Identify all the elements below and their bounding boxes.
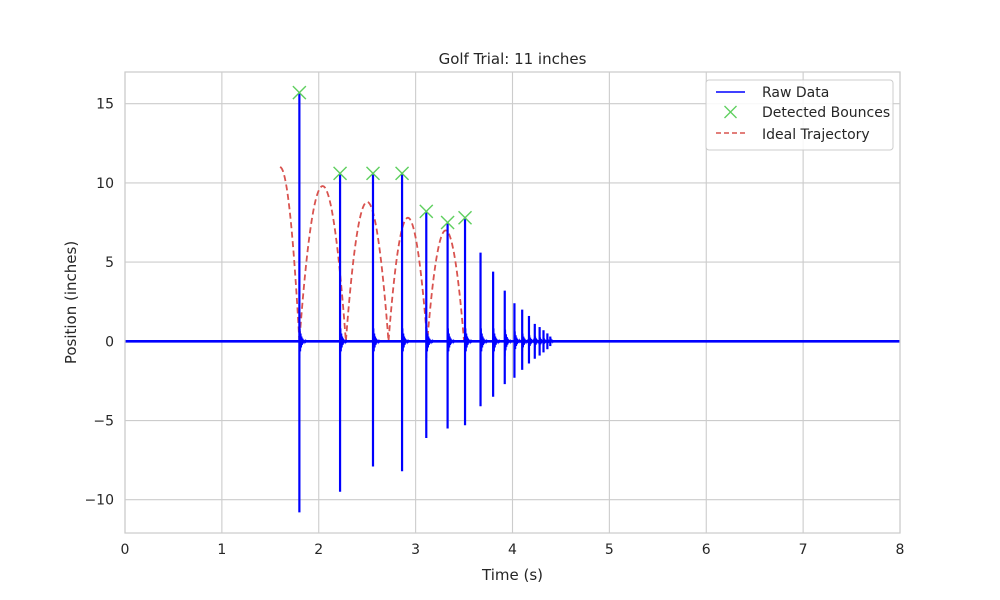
- y-tick-label: 15: [96, 97, 114, 113]
- x-tick-label: 8: [896, 542, 905, 558]
- x-tick-label: 1: [217, 542, 226, 558]
- y-tick-label: 10: [96, 176, 114, 192]
- detected-bounce-marker: [458, 210, 473, 225]
- x-tick-label: 4: [508, 542, 517, 558]
- x-tick-label: 0: [121, 542, 130, 558]
- x-tick-label: 2: [314, 542, 323, 558]
- detected-bounce-marker: [366, 166, 380, 181]
- detected-bounce-marker: [419, 204, 434, 219]
- y-tick-label: −10: [84, 493, 114, 509]
- detected-bounce-marker: [440, 215, 455, 230]
- y-tick-label: −5: [93, 414, 114, 430]
- tick-labels: 0 1 2 3 4 5 6 7 8 −10 −5 0 5 10 15: [84, 97, 904, 558]
- raw-data-spike: [513, 303, 523, 378]
- plot-frame: [124, 71, 901, 534]
- raw-data-spike: [371, 173, 381, 467]
- detected-bounce-marker: [333, 166, 348, 181]
- ideal-trajectory-line: [279, 166, 465, 342]
- raw-data-spike: [479, 252, 489, 407]
- raw-data-spike: [463, 217, 473, 426]
- x-tick-label: 6: [702, 542, 711, 558]
- legend-ideal-label: Ideal Trajectory: [762, 127, 870, 143]
- raw-data-spike: [492, 271, 501, 397]
- plot-data: [125, 85, 900, 513]
- chart-title: Golf Trial: 11 inches: [439, 50, 587, 68]
- raw-data-spike: [400, 173, 410, 472]
- raw-data-spike: [338, 173, 348, 492]
- y-tick-label: 0: [105, 334, 114, 350]
- raw-data-spike: [503, 290, 513, 385]
- detected-bounce-marker: [395, 166, 410, 181]
- x-tick-label: 5: [605, 542, 614, 558]
- x-axis-label: Time (s): [481, 566, 543, 584]
- y-axis-label: Position (inches): [62, 241, 80, 364]
- raw-data-spike: [446, 222, 456, 429]
- x-tick-label: 7: [799, 542, 808, 558]
- y-tick-label: 5: [105, 255, 114, 271]
- raw-data-spike: [549, 336, 558, 347]
- detected-bounce-marker: [292, 85, 307, 100]
- x-tick-label: 3: [411, 542, 420, 558]
- legend-bounce-marker: [724, 105, 737, 119]
- legend-raw-label: Raw Data: [762, 85, 829, 101]
- legend-box: [705, 79, 894, 151]
- raw-data-spike: [298, 92, 308, 513]
- raw-data-spike: [425, 211, 435, 438]
- legend-bounces-label: Detected Bounces: [762, 105, 890, 121]
- legend: Raw Data Detected Bounces Ideal Trajecto…: [705, 79, 894, 151]
